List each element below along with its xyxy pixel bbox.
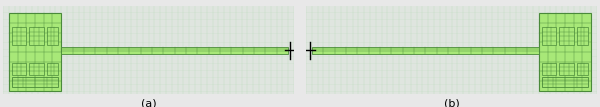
Bar xyxy=(577,63,588,75)
Text: (b): (b) xyxy=(443,99,460,107)
Bar xyxy=(542,27,556,45)
Bar xyxy=(542,77,588,87)
Bar xyxy=(542,63,556,75)
Bar xyxy=(539,13,591,91)
Bar xyxy=(12,27,26,45)
Bar xyxy=(577,27,588,45)
Bar xyxy=(47,63,58,75)
Bar xyxy=(12,77,58,87)
Bar xyxy=(61,47,288,54)
Bar xyxy=(29,27,44,45)
Bar xyxy=(47,27,58,45)
Bar xyxy=(29,63,44,75)
Bar xyxy=(559,63,574,75)
Bar xyxy=(12,63,26,75)
Bar xyxy=(559,27,574,45)
Bar xyxy=(312,47,539,54)
Text: (a): (a) xyxy=(140,99,157,107)
Bar xyxy=(9,13,61,91)
